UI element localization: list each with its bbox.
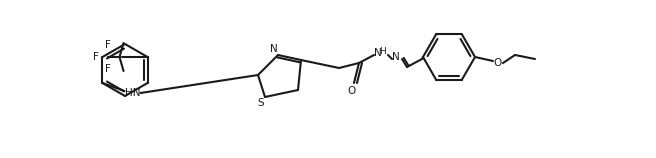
Text: F: F [92,52,98,62]
Text: F: F [104,40,110,50]
Text: H: H [379,46,385,55]
Text: S: S [258,98,264,108]
Text: O: O [348,86,356,96]
Text: N: N [392,52,400,62]
Text: O: O [494,58,502,68]
Text: N: N [270,44,278,54]
Text: F: F [104,64,110,74]
Text: N: N [374,48,382,58]
Text: HN: HN [125,88,140,98]
